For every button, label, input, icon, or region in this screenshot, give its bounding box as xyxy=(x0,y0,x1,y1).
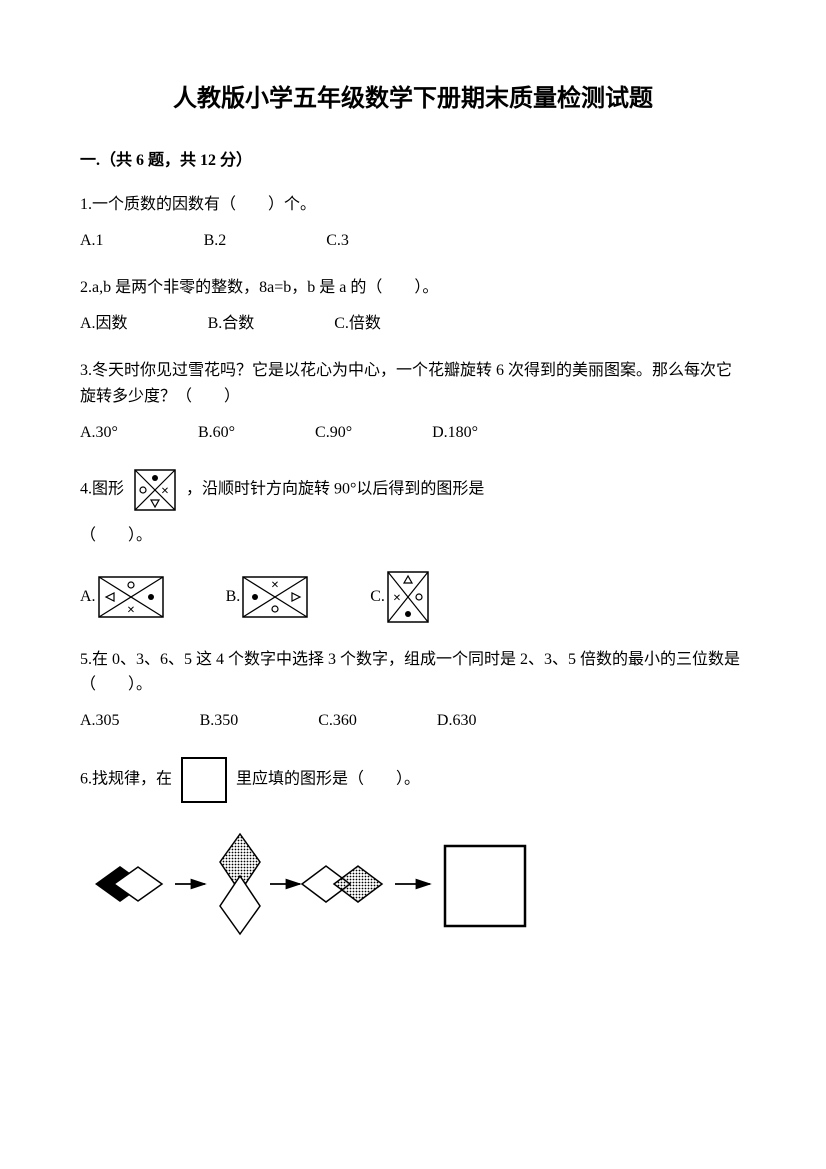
q3-option-c[interactable]: C.90° xyxy=(315,420,352,446)
question-2-text: 2.a,b 是两个非零的整数，8a=b，b 是 a 的（ ）。 xyxy=(80,275,746,301)
svg-text:✕: ✕ xyxy=(126,605,134,616)
svg-text:✕: ✕ xyxy=(271,580,279,591)
q4-opt-b-label: B. xyxy=(226,584,241,610)
section-a-header: 一.（共 6 题，共 12 分） xyxy=(80,148,746,174)
q2-option-a[interactable]: A.因数 xyxy=(80,311,128,337)
svg-text:✕: ✕ xyxy=(393,593,401,604)
q4-option-c[interactable]: C. ✕ xyxy=(370,569,431,625)
q2-option-c[interactable]: C.倍数 xyxy=(334,311,381,337)
q5-option-b[interactable]: B.350 xyxy=(200,708,239,734)
question-3: 3.冬天时你见过雪花吗？它是以花心为中心，一个花瓣旋转 6 次得到的美丽图案。那… xyxy=(80,358,746,449)
q6-post: 里应填的图形是（ ）。 xyxy=(236,770,420,787)
q6-pattern-figure xyxy=(80,829,746,939)
question-2: 2.a,b 是两个非零的整数，8a=b，b 是 a 的（ ）。 A.因数 B.合… xyxy=(80,275,746,340)
q4-option-b[interactable]: B. ✕ xyxy=(226,574,311,620)
question-5-text: 5.在 0、3、6、5 这 4 个数字中选择 3 个数字，组成一个同时是 2、3… xyxy=(80,647,746,698)
q4-tail: （ ）。 xyxy=(80,523,746,549)
svg-text:✕: ✕ xyxy=(161,486,169,497)
page-title: 人教版小学五年级数学下册期末质量检测试题 xyxy=(80,80,746,118)
q3-option-b[interactable]: B.60° xyxy=(198,420,235,446)
q4-post: ，沿顺时针方向旋转 90°以后得到的图形是 xyxy=(186,481,484,498)
q1-option-b[interactable]: B.2 xyxy=(204,228,227,254)
q6-pre: 6.找规律，在 xyxy=(80,770,172,787)
q5-option-d[interactable]: D.630 xyxy=(437,708,477,734)
question-4-line1: 4.图形 ✕ ，沿顺时针方向旋转 90°以后得到的图形是 xyxy=(80,467,746,513)
question-1-text: 1.一个质数的因数有（ ）个。 xyxy=(80,192,746,218)
q4-option-a[interactable]: A. ✕ xyxy=(80,574,166,620)
q3-option-a[interactable]: A.30° xyxy=(80,420,118,446)
question-4: 4.图形 ✕ ，沿顺时针方向旋转 90°以后得到的图形是 （ ）。 A. xyxy=(80,467,746,629)
q3-option-d[interactable]: D.180° xyxy=(432,420,478,446)
question-5: 5.在 0、3、6、5 这 4 个数字中选择 3 个数字，组成一个同时是 2、3… xyxy=(80,647,746,738)
q1-option-a[interactable]: A.1 xyxy=(80,228,104,254)
q5-option-c[interactable]: C.360 xyxy=(318,708,357,734)
q5-option-a[interactable]: A.305 xyxy=(80,708,120,734)
q1-option-c[interactable]: C.3 xyxy=(326,228,349,254)
q2-option-b[interactable]: B.合数 xyxy=(208,311,255,337)
question-1: 1.一个质数的因数有（ ）个。 A.1 B.2 C.3 xyxy=(80,192,746,257)
question-6-line1: 6.找规律，在 里应填的图形是（ ）。 xyxy=(80,756,746,804)
q6-blank-box xyxy=(180,756,228,804)
q4-pre: 4.图形 xyxy=(80,481,124,498)
question-6: 6.找规律，在 里应填的图形是（ ）。 xyxy=(80,756,746,939)
question-3-text: 3.冬天时你见过雪花吗？它是以花心为中心，一个花瓣旋转 6 次得到的美丽图案。那… xyxy=(80,358,746,409)
q4-source-figure: ✕ xyxy=(132,467,178,513)
q4-opt-a-label: A. xyxy=(80,584,96,610)
q4-opt-c-label: C. xyxy=(370,584,385,610)
